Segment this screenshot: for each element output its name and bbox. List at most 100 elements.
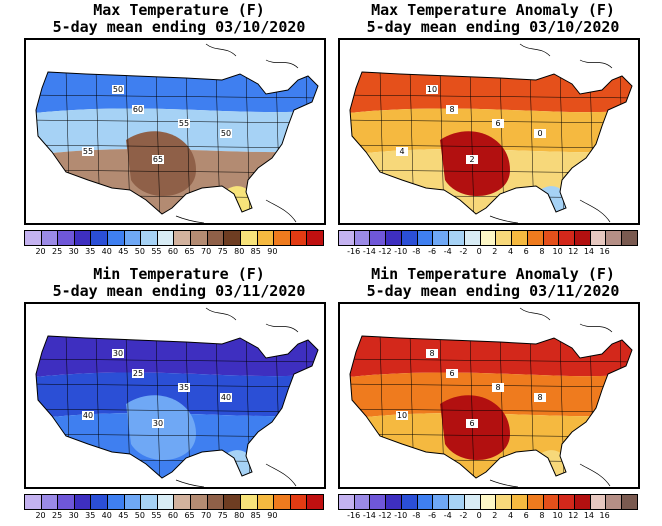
colorbar-swatch [25, 495, 42, 509]
state-boundary [350, 119, 632, 124]
colorbar-swatch [370, 495, 387, 509]
colorbar-tick-label: 45 [118, 247, 129, 256]
colorbar-tick-label: -14 [362, 511, 376, 520]
colorbar-tick-label: 85 [250, 511, 261, 520]
colorbar-tick-label: 10 [552, 511, 563, 520]
colorbar-tick-label: 16 [599, 247, 610, 256]
contour-label: 65 [153, 155, 163, 164]
contour-label: 40 [221, 393, 231, 402]
colorbar-swatch [512, 231, 528, 245]
contour-label-bg [492, 119, 504, 128]
contour-label-bg [396, 147, 408, 156]
contour-label: 55 [83, 147, 93, 156]
contour-label: 10 [397, 411, 407, 420]
map-svg: 30 25 35 40 30 40 [35, 307, 319, 487]
colorbar-swatch [257, 231, 275, 245]
colorbar-swatch [464, 495, 481, 509]
contour-label-bg [220, 129, 232, 138]
colorbar-swatch [174, 495, 192, 509]
contour-label: 30 [113, 349, 123, 358]
country-outline [35, 71, 319, 215]
contour-label-bg [82, 147, 94, 156]
colorbar-swatch [174, 231, 192, 245]
colorbar-tick-label: -2 [459, 511, 468, 520]
country-outline [349, 71, 633, 215]
colorbar-tick-label: 6 [523, 247, 529, 256]
colorbar-swatch [207, 231, 225, 245]
colorbar-swatch [290, 231, 308, 245]
colorbar-swatch [527, 231, 544, 245]
panel-title: Min Temperature (F) [93, 265, 265, 283]
coastline [175, 307, 299, 487]
colorbar-tick-label: 65 [184, 511, 195, 520]
colorbar-swatch [543, 231, 560, 245]
colorbar-tick-label: 55 [151, 247, 162, 256]
contour-label-bg [112, 349, 124, 358]
colorbar-swatch [339, 231, 355, 245]
map-region-north [350, 336, 632, 378]
colorbar-tick-label: -10 [394, 247, 408, 256]
colorbar-tick-label: 12 [568, 247, 579, 256]
contour-label: 8 [449, 105, 454, 114]
colorbar-tick-label: 90 [267, 247, 278, 256]
contour-label: 10 [427, 85, 437, 94]
state-boundary [155, 72, 161, 214]
contour-label-bg [534, 129, 546, 138]
map-region-mid [350, 372, 632, 420]
colorbar-tick-label: 2 [492, 247, 498, 256]
map-region-north [36, 72, 318, 114]
colorbar-tick-label: 25 [52, 247, 63, 256]
colorbar-swatch [41, 231, 59, 245]
colorbar-swatch [386, 231, 402, 245]
colorbar-tick-label: 6 [523, 511, 529, 520]
state-boundary [350, 383, 632, 388]
contour-label-bg [132, 369, 144, 378]
colorbar-swatch [433, 231, 450, 245]
state-boundary [469, 72, 475, 214]
colorbar-tick-label: 70 [201, 511, 212, 520]
colorbar-swatch [58, 495, 75, 509]
colorbar-swatch [449, 495, 465, 509]
contour-label: 6 [449, 369, 454, 378]
contour-label: 8 [429, 349, 434, 358]
coastline [489, 307, 613, 487]
contour-label: 0 [537, 129, 542, 138]
map-svg: 50 60 55 55 65 50 [35, 43, 319, 223]
map-min-temp: 30 25 35 40 30 40 [24, 302, 326, 489]
colorbar-tick-label: -4 [443, 247, 452, 256]
map-region-mid [36, 108, 318, 156]
colorbar-tick-label: 8 [539, 511, 545, 520]
contour-label-bg [492, 383, 504, 392]
colorbar-swatch [257, 495, 275, 509]
colorbar-tick-label: 65 [184, 247, 195, 256]
colorbar-tick-label: 2 [492, 511, 498, 520]
colorbar-swatch [433, 495, 450, 509]
contour-label-bg [178, 383, 190, 392]
colorbar-tick-label: 85 [250, 247, 261, 256]
colorbar [24, 494, 324, 510]
colorbar-tick-label: 60 [167, 247, 179, 256]
colorbar-swatch [58, 231, 75, 245]
colorbar-swatch [307, 231, 323, 245]
colorbar-tick-label: 50 [134, 247, 145, 256]
colorbar-tick-label: 35 [85, 247, 96, 256]
country-outline [349, 335, 633, 479]
map-svg: 8 6 8 10 6 8 [349, 307, 633, 487]
state-boundary [350, 144, 632, 149]
colorbar-swatch [354, 231, 371, 245]
contour-label: 55 [179, 119, 189, 128]
colorbar-swatch [91, 495, 109, 509]
colorbar-swatch [480, 495, 497, 509]
colorbar-swatch [464, 231, 481, 245]
contour-label-bg [446, 105, 458, 114]
colorbar-tick-label: 40 [101, 511, 112, 520]
colorbar-tick-label: -10 [394, 511, 408, 520]
colorbar-tick-label: 50 [134, 511, 145, 520]
colorbar-tick-label: -14 [362, 247, 376, 256]
map-max-temp: 50 60 55 55 65 50 [24, 38, 326, 225]
colorbar-swatch [606, 231, 623, 245]
colorbar-swatch [339, 495, 355, 509]
colorbar-tick-label: 70 [201, 247, 212, 256]
panel-min-temp: Min Temperature (F) 5-day mean ending 03… [24, 264, 334, 522]
colorbar-tick-label: 40 [101, 247, 112, 256]
